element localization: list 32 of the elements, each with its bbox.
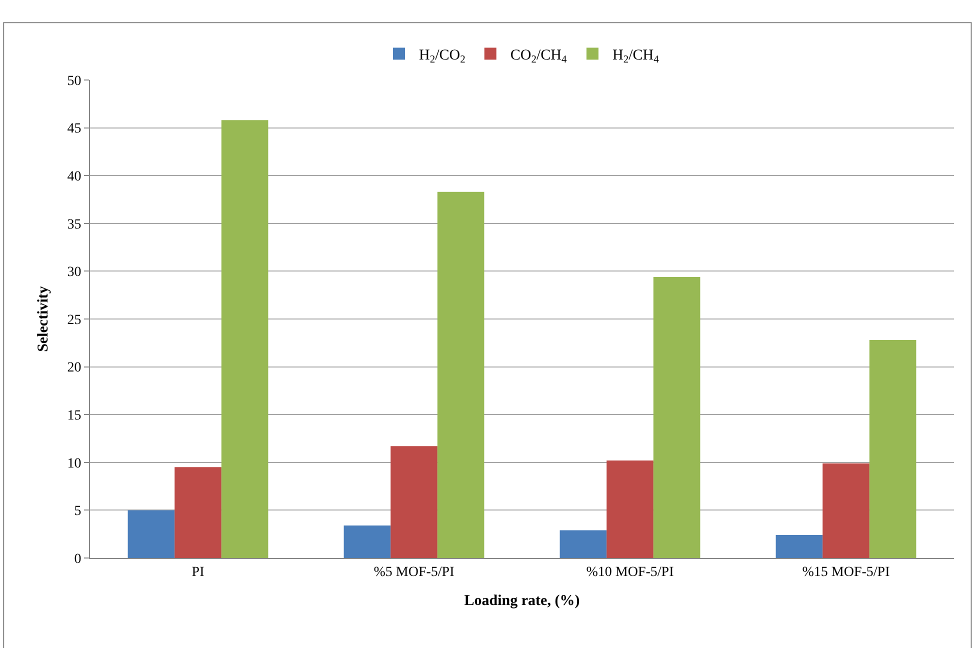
bar [437,192,484,558]
legend-label: CO$_{2}$/CH$_{4}$ [510,48,568,66]
x-axis-title: Loading rate, (%) [464,592,580,609]
y-tick-label: 25 [67,312,82,328]
bar [606,460,654,558]
y-axis-title: Selectivity [35,286,52,352]
y-tick-label: 35 [67,217,82,232]
y-tick-label: 5 [74,504,82,520]
y-tick-label: 45 [67,122,82,137]
bar [822,463,870,558]
y-tick-label: 40 [67,170,82,184]
bar [390,446,438,558]
x-tick-label: %5 MOF-5/PI [374,564,455,580]
x-tick-label: %10 MOF-5/PI [586,564,674,580]
legend-label: H$_{2}$/CH$_{4}$ [612,48,660,66]
bar [128,510,175,558]
x-tick-label: PI [192,564,205,580]
x-tick-label: %15 MOF-5/PI [802,564,890,580]
bar [560,530,607,558]
y-tick-label: 20 [67,360,82,376]
y-tick-label: 30 [67,265,82,280]
bar [776,535,823,558]
bar [869,340,916,558]
bar [653,276,700,558]
y-tick-label: 50 [67,74,82,89]
bar [221,120,268,558]
y-tick-label: 15 [67,408,82,424]
bar [344,526,391,558]
bar [174,467,222,558]
y-tick-label: 10 [67,456,82,472]
y-tick-label: 0 [74,552,82,567]
legend-label: H$_{2}$/CO$_{2}$ [419,48,466,66]
